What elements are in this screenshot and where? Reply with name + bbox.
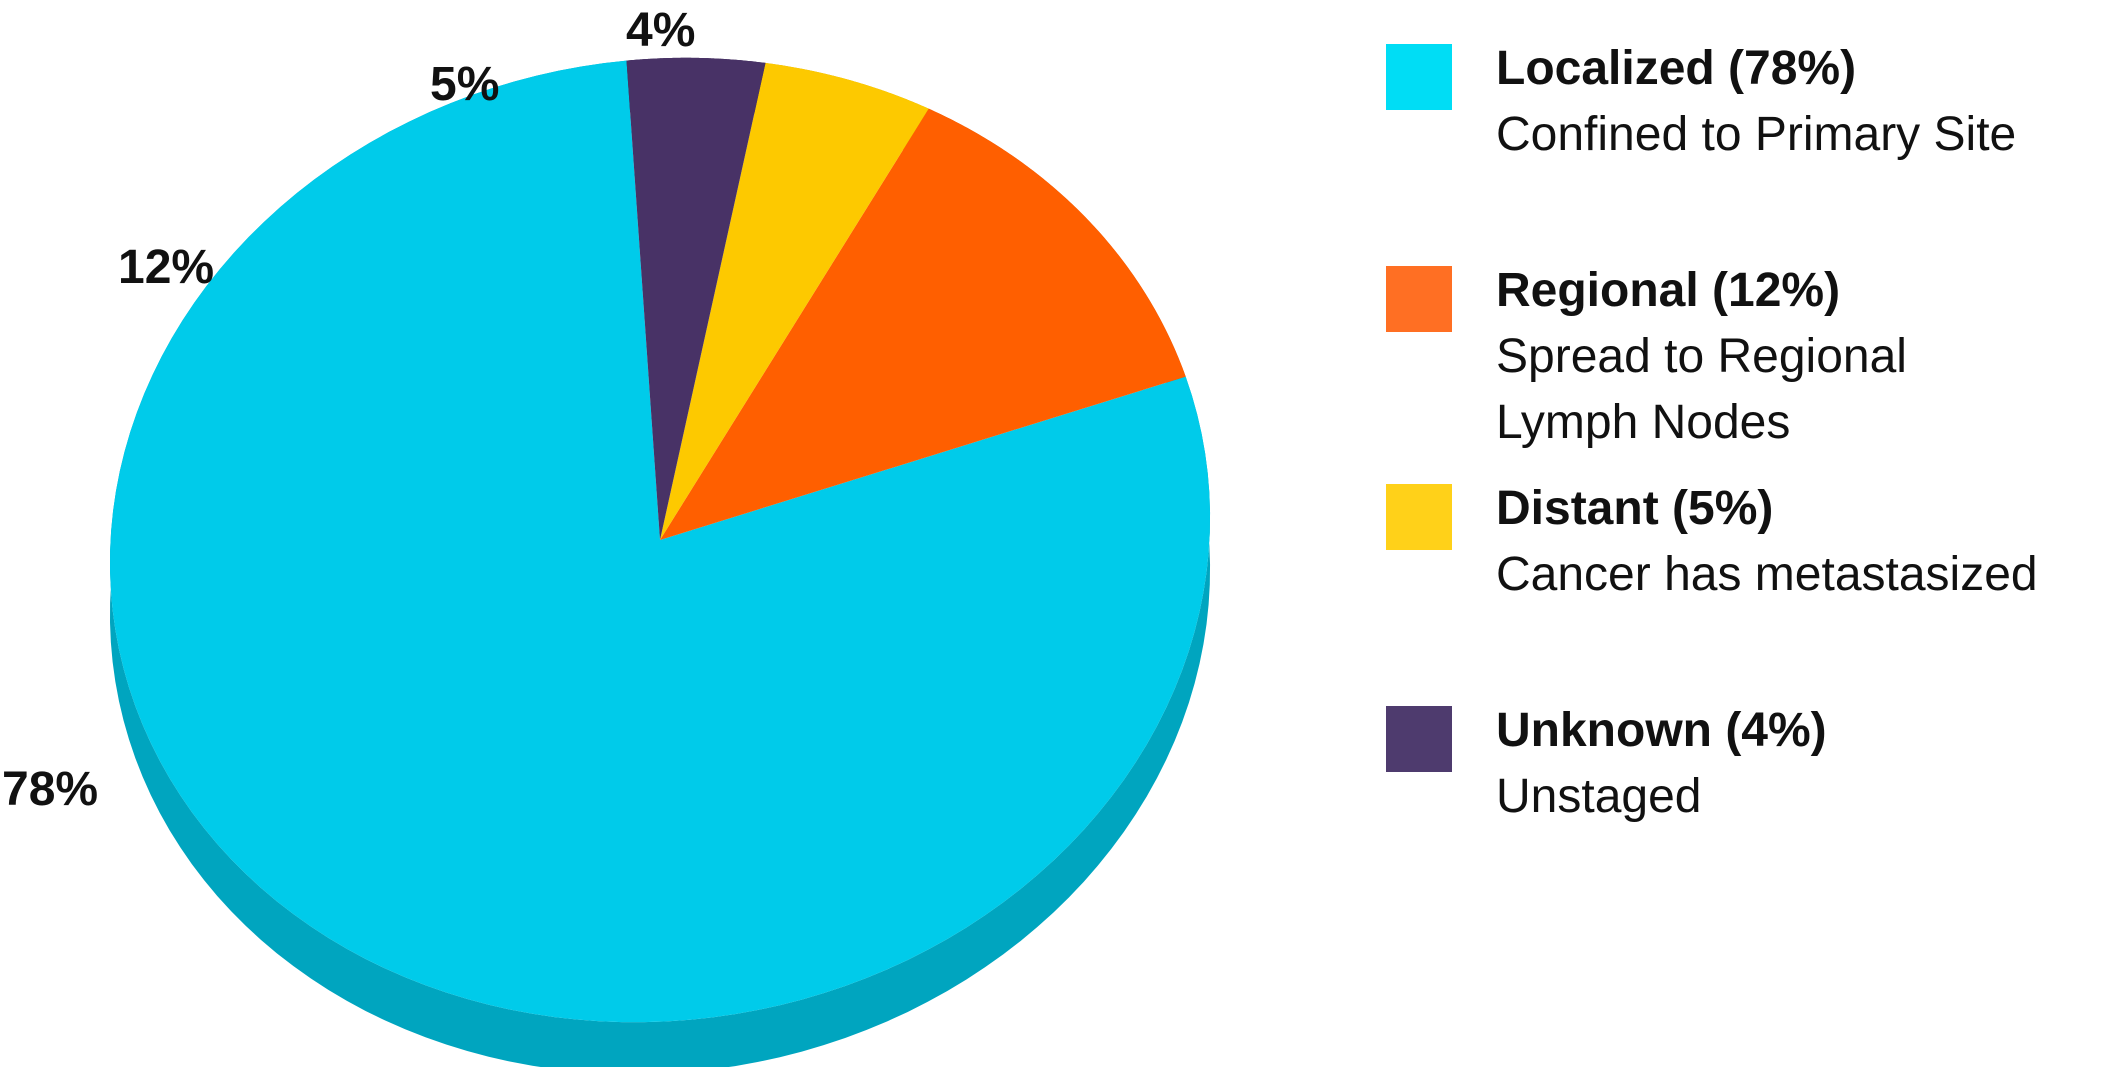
legend-desc-2-0: Cancer has metastasized <box>1496 548 2038 601</box>
legend-swatch-2 <box>1386 484 1452 550</box>
slice-label-0: 78% <box>2 763 98 816</box>
pie-slice-1 <box>660 108 1186 540</box>
legend-title-3: Unknown (4%) <box>1496 704 1827 757</box>
legend-title-0: Localized (78%) <box>1496 42 1856 95</box>
legend-desc-0-0: Confined to Primary Site <box>1496 108 2016 161</box>
legend-title-2: Distant (5%) <box>1496 482 1773 535</box>
pie-slice-2 <box>660 62 929 540</box>
legend-title-1: Regional (12%) <box>1496 264 1840 317</box>
slice-label-3: 4% <box>626 4 695 57</box>
legend-desc-3-0: Unstaged <box>1496 770 1701 823</box>
slice-label-1: 12% <box>118 241 214 294</box>
pie-slice-0 <box>110 60 1211 1023</box>
slice-labels: 78% 12% 5% 4% <box>2 4 695 816</box>
legend: Localized (78%) Confined to Primary Site R… <box>1386 42 2038 823</box>
slice-label-2: 5% <box>430 58 499 111</box>
legend-swatch-0 <box>1386 44 1452 110</box>
legend-swatch-3 <box>1386 706 1452 772</box>
pie-slice-3 <box>626 57 766 541</box>
legend-swatch-1 <box>1386 266 1452 332</box>
legend-desc-1-0: Spread to Regional <box>1496 330 1907 383</box>
pie-slices <box>110 57 1211 1023</box>
legend-desc-1-1: Lymph Nodes <box>1496 396 1790 449</box>
